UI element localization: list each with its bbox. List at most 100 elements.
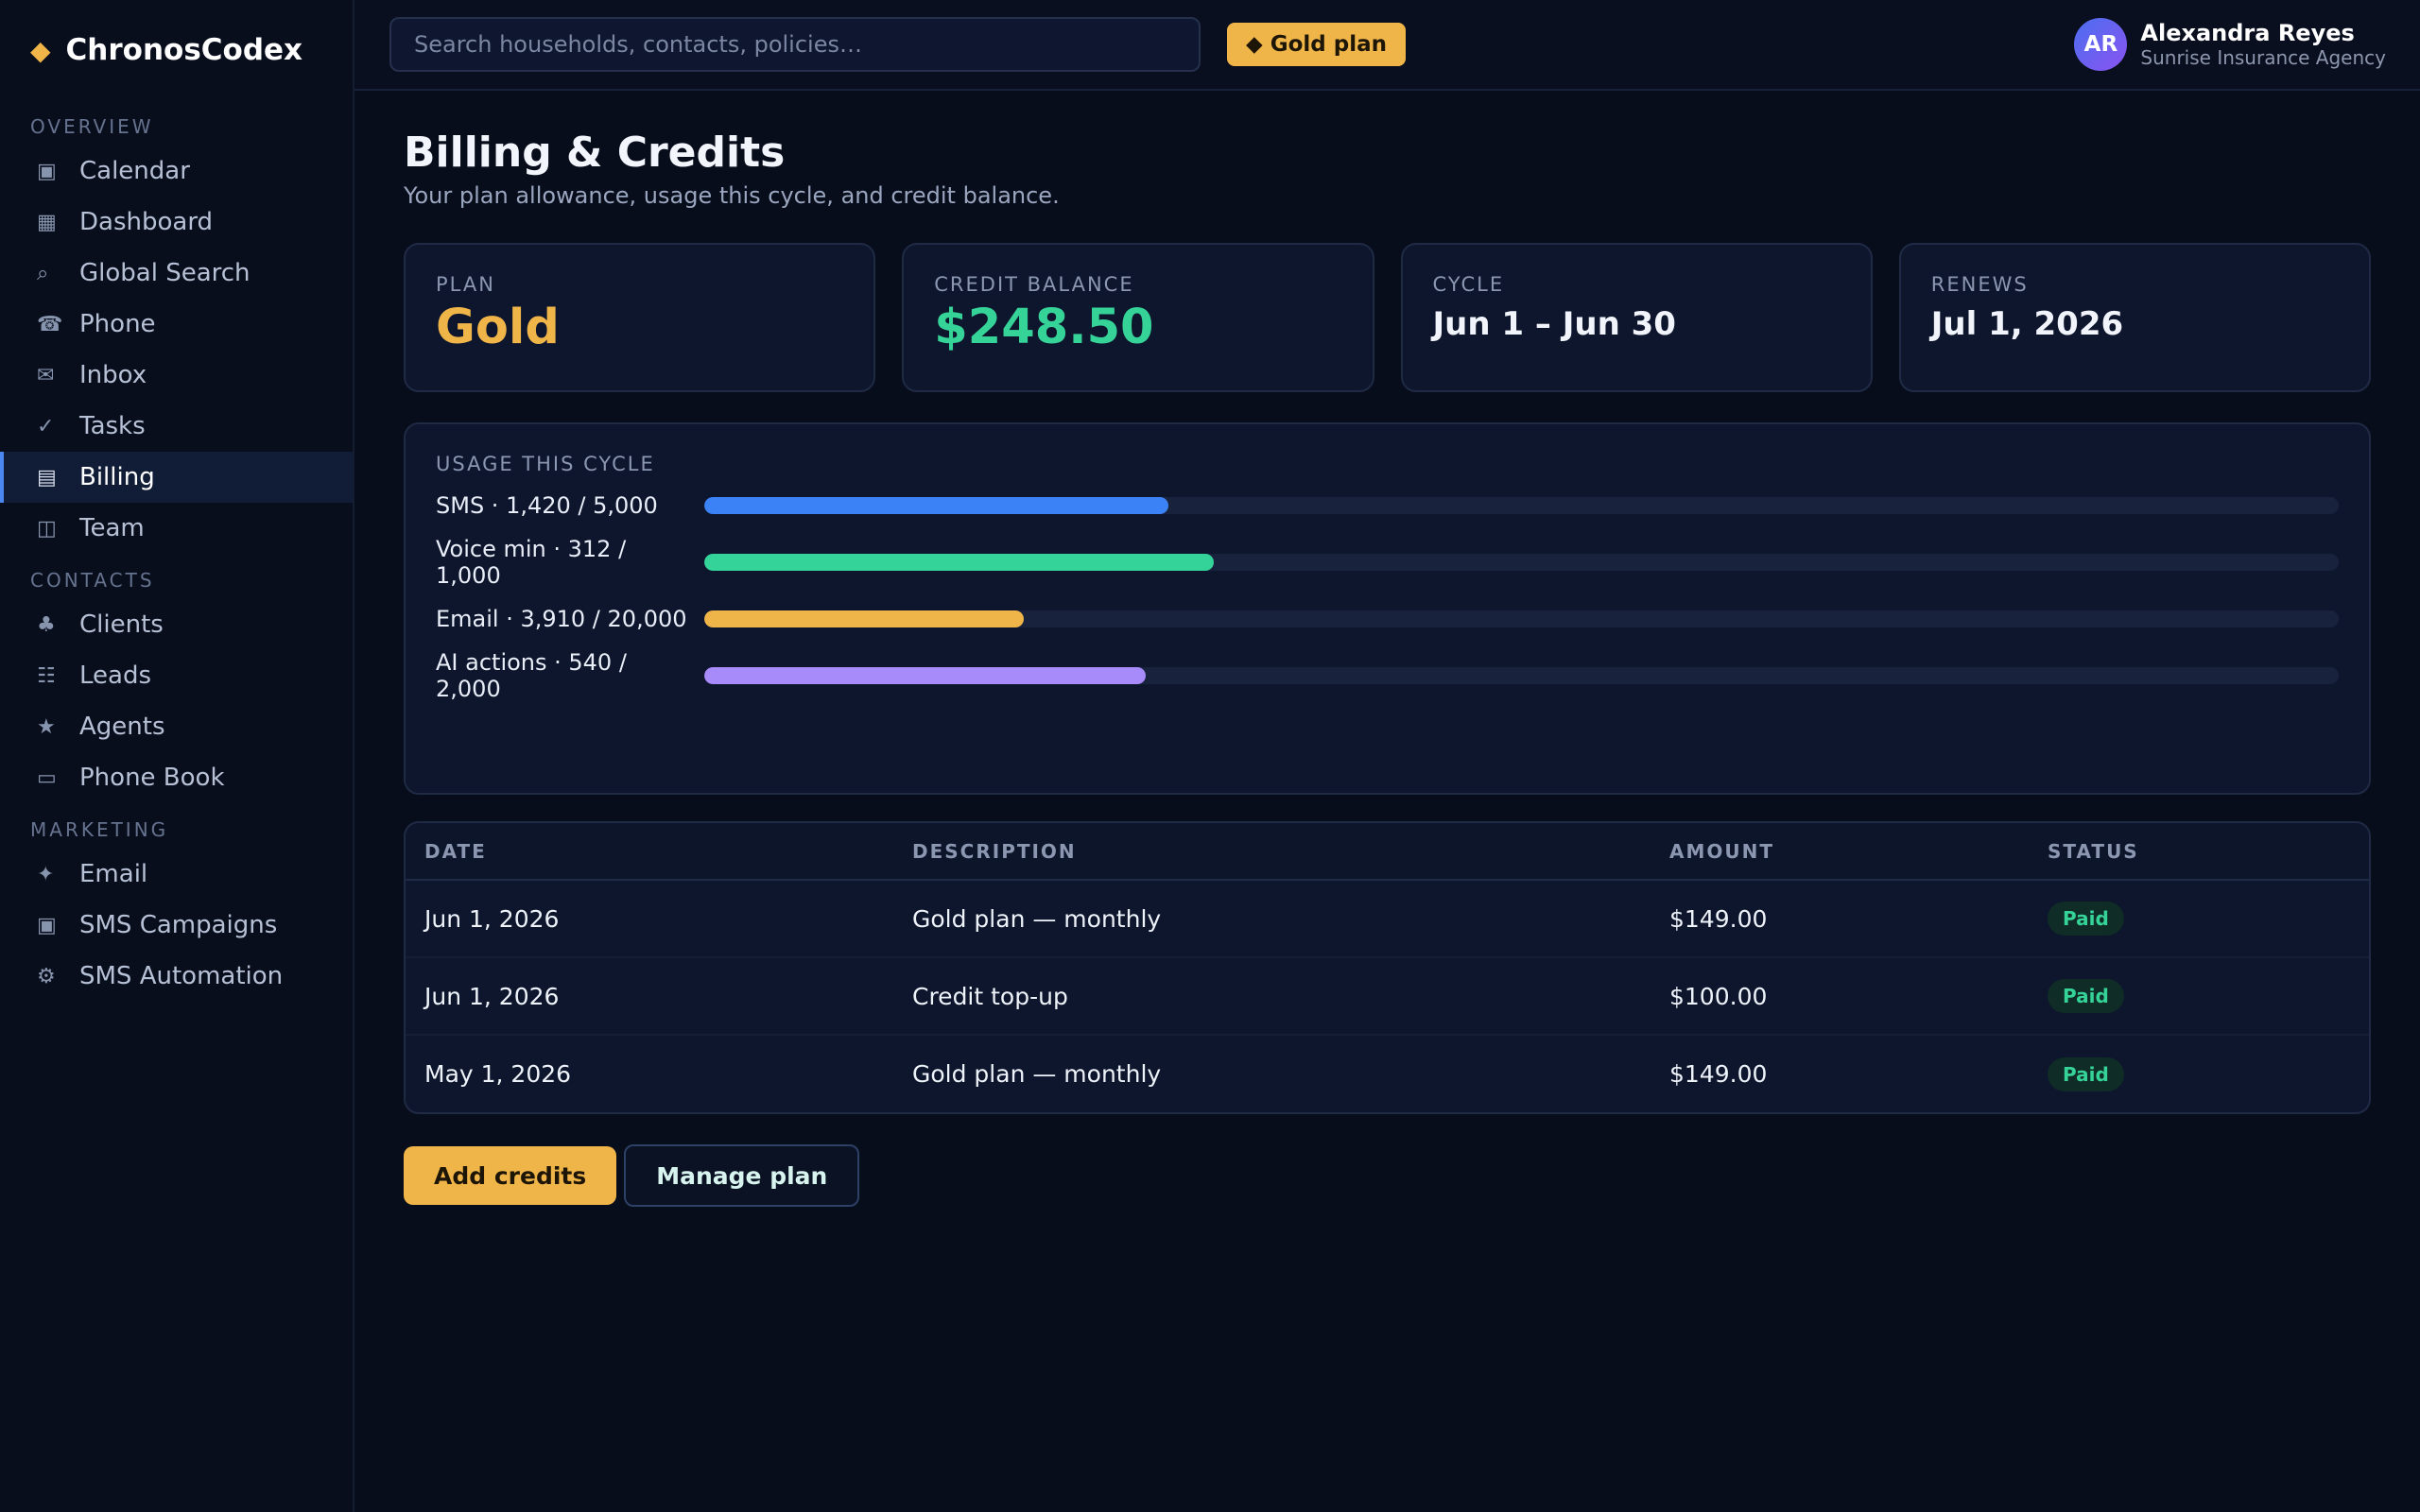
cell-date: Jun 1, 2026: [406, 880, 893, 958]
manage-plan-button[interactable]: Manage plan: [624, 1144, 860, 1207]
table-header-row: DATE DESCRIPTION AMOUNT STATUS: [406, 823, 2369, 881]
sidebar-item-global-search[interactable]: ⌕ Global Search: [0, 248, 353, 299]
cell-amount: $100.00: [1651, 957, 2029, 1036]
usage-row: Email · 3,910 / 20,000: [436, 606, 2339, 632]
check-icon: ✓: [37, 414, 55, 438]
plan-badge[interactable]: ◆ Gold plan: [1227, 23, 1406, 66]
cycle-card: CYCLE Jun 1 – Jun 30: [1400, 243, 1873, 392]
credit-balance-card: CREDIT BALANCE $248.50: [902, 243, 1374, 392]
renews-card: RENEWS Jul 1, 2026: [1898, 243, 2371, 392]
dashboard-icon: ▦: [37, 210, 57, 234]
cell-amount: $149.00: [1651, 880, 2029, 958]
cell-date: Jun 1, 2026: [406, 957, 893, 1036]
sidebar-item-leads[interactable]: ☷ Leads: [0, 650, 353, 701]
user-org: Sunrise Insurance Agency: [2140, 46, 2386, 69]
usage-progress-bar: [704, 554, 2339, 571]
cell-description: Credit top-up: [893, 957, 1651, 1036]
sidebar-item-agents[interactable]: ★ Agents: [0, 701, 353, 752]
brand[interactable]: ◆ ChronosCodex: [0, 0, 353, 100]
usage-list: SMS · 1,420 / 5,000 Voice min · 312 / 1,0…: [436, 492, 2339, 702]
diamond-logo-icon: ◆: [30, 34, 51, 66]
billing-icon: ▤: [37, 465, 57, 490]
cell-amount: $149.00: [1669, 1060, 1768, 1088]
credit-balance-value: $248.50: [934, 300, 1154, 355]
usage-card: USAGE THIS CYCLE SMS · 1,420 / 5,000 Voic…: [404, 422, 2371, 795]
sidebar-section-label: CONTACTS: [30, 569, 155, 592]
plan-card: PLAN Gold: [404, 243, 876, 392]
column-header-status: STATUS: [2029, 823, 2369, 881]
sidebar-item-label: SMS Campaigns: [79, 911, 278, 939]
diamond-icon: ◆: [1246, 32, 1263, 57]
sidebar-item-phone-book[interactable]: ▭ Phone Book: [0, 752, 353, 803]
usage-progress-bar: [704, 610, 2339, 627]
search-icon: ⌕: [37, 261, 49, 285]
sidebar-item-clients[interactable]: ♣ Clients: [0, 599, 353, 650]
usage-row: SMS · 1,420 / 5,000: [436, 492, 2339, 519]
billing-actions: Add credits Manage plan: [404, 1144, 2371, 1207]
sidebar-nav: OVERVIEW ▣ Calendar ▦ Dashboard ⌕ Global Searc…: [0, 100, 353, 1002]
sidebar-item-calendar[interactable]: ▣ Calendar: [0, 146, 353, 197]
sidebar-section-label: MARKETING: [30, 818, 169, 841]
sidebar-item-tasks[interactable]: ✓ Tasks: [0, 401, 353, 452]
renews-label: RENEWS: [1930, 273, 2029, 296]
avatar[interactable]: AR: [2074, 18, 2128, 71]
team-icon: ◫: [37, 516, 57, 541]
usage-label: Voice min · 312 / 1,000: [436, 536, 627, 589]
user-name: Alexandra Reyes: [2140, 20, 2355, 46]
leads-icon: ☷: [37, 663, 56, 688]
sidebar-item-label: Tasks: [79, 412, 146, 440]
gear-icon: ⚙: [37, 964, 56, 988]
status-badge: Paid: [2048, 1057, 2124, 1091]
column-header-date: DATE: [406, 823, 893, 881]
app-name: ChronosCodex: [65, 33, 303, 67]
usage-row: Voice min · 312 / 1,000: [436, 536, 2339, 589]
cycle-value: Jun 1 – Jun 30: [1432, 305, 1676, 343]
sidebar-item-label: Agents: [79, 713, 165, 741]
cell-date: May 1, 2026: [424, 1060, 572, 1088]
usage-row: AI actions · 540 / 2,000: [436, 649, 2339, 702]
renews-value: Jul 1, 2026: [1930, 305, 2124, 343]
sidebar-item-dashboard[interactable]: ▦ Dashboard: [0, 197, 353, 248]
sidebar-item-label: Phone: [79, 310, 156, 338]
agents-icon: ★: [37, 714, 56, 739]
sidebar-item-label: Team: [79, 514, 145, 542]
usage-progress-bar: [704, 497, 2339, 514]
clients-icon: ♣: [37, 612, 56, 637]
status-badge: Paid: [2048, 979, 2124, 1013]
usage-progress-fill: [704, 554, 1215, 571]
usage-progress-fill: [704, 610, 1025, 627]
table-row: Jun 1, 2026 Gold plan — monthly $149.00 Pai…: [406, 880, 2369, 958]
sidebar-item-label: Billing: [79, 463, 155, 491]
table-row: Jun 1, 2026 Credit top-up $100.00 Paid: [406, 957, 2369, 1036]
usage-label: AI actions · 540 / 2,000: [436, 649, 627, 702]
status-badge: Paid: [2048, 902, 2124, 936]
sidebar-item-inbox[interactable]: ✉ Inbox: [0, 350, 353, 401]
sidebar-item-sms-automation[interactable]: ⚙ SMS Automation: [0, 951, 353, 1002]
usage-progress-fill: [704, 667, 1146, 684]
email-icon: ✦: [37, 862, 55, 886]
usage-title: USAGE THIS CYCLE: [436, 453, 655, 475]
sidebar-item-team[interactable]: ◫ Team: [0, 503, 353, 554]
phone-book-icon: ▭: [37, 765, 57, 790]
cell-status: Paid: [2029, 957, 2369, 1036]
search-input[interactable]: [389, 17, 1201, 72]
sidebar-item-label: Email: [79, 860, 148, 888]
main-area: ◆ Gold plan AR Alexandra Reyes Sunrise I…: [354, 0, 2420, 1512]
plan-label: PLAN: [436, 273, 495, 296]
add-credits-button[interactable]: Add credits: [404, 1146, 617, 1205]
column-header-description: DESCRIPTION: [893, 823, 1651, 881]
sidebar-item-label: SMS Automation: [79, 962, 284, 990]
plan-badge-label: Gold plan: [1270, 32, 1387, 57]
sidebar-item-billing[interactable]: ▤ Billing: [0, 452, 353, 503]
stat-cards: PLAN Gold CREDIT BALANCE $248.50 CYCLE J…: [404, 243, 2371, 392]
plan-value: Gold: [436, 300, 560, 355]
user-menu[interactable]: AR Alexandra Reyes Sunrise Insurance Age…: [2074, 18, 2386, 71]
usage-label: Email · 3,910 / 20,000: [436, 606, 687, 632]
column-header-amount: AMOUNT: [1651, 823, 2029, 881]
sidebar-item-email[interactable]: ✦ Email: [0, 849, 353, 900]
sidebar-item-label: Clients: [79, 610, 164, 639]
sidebar-item-sms-campaigns[interactable]: ▣ SMS Campaigns: [0, 900, 353, 951]
sidebar-item-phone[interactable]: ☎ Phone: [0, 299, 353, 350]
table-row: May 1, 2026 Gold plan — monthly $149.00 Pai…: [406, 1035, 2369, 1112]
sms-campaigns-icon: ▣: [37, 913, 57, 937]
